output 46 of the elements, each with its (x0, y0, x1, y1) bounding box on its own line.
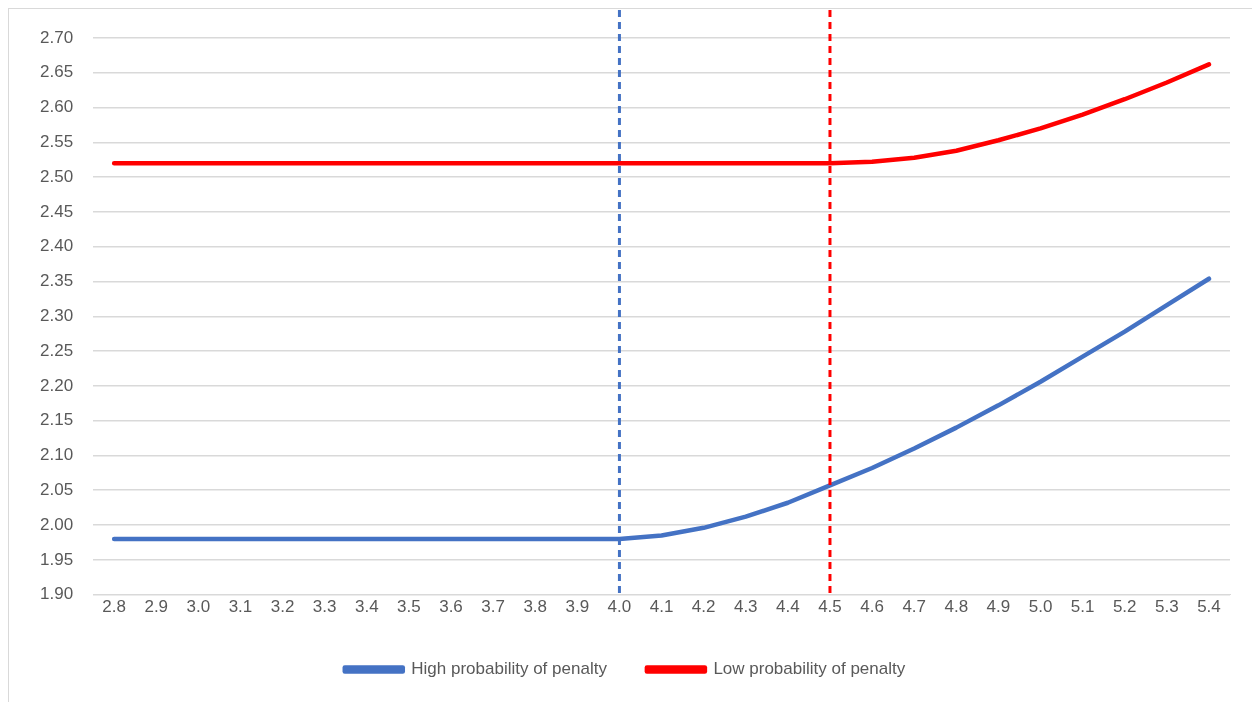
x-tick-label: 2.9 (144, 597, 169, 617)
x-tick-label: 4.9 (986, 597, 1011, 617)
x-tick-label: 2.8 (102, 597, 126, 617)
y-tick-label: 2.40 (39, 236, 74, 256)
x-tick-label: 5.2 (1112, 597, 1137, 617)
x-tick-label: 3.3 (312, 597, 337, 617)
x-tick-label: 4.1 (649, 597, 674, 617)
x-tick-label: 4.5 (818, 597, 842, 617)
x-tick-label: 3.1 (228, 597, 253, 617)
x-tick-label: 5.3 (1155, 597, 1179, 617)
x-tick-label: 3.6 (439, 597, 463, 617)
x-tick-label: 4.3 (733, 597, 758, 617)
x-tick-label: 4.6 (860, 597, 884, 617)
y-tick-label: 2.45 (39, 201, 74, 221)
legend-label: High probability of penalty (411, 659, 608, 679)
y-tick-label: 1.90 (39, 584, 74, 604)
x-tick-label: 3.8 (523, 597, 548, 617)
x-tick-label: 5.1 (1070, 597, 1095, 617)
y-tick-label: 1.95 (39, 549, 74, 569)
x-tick-label: 3.2 (270, 597, 295, 617)
x-tick-label: 3.7 (481, 597, 505, 617)
y-tick-label: 2.00 (39, 514, 74, 534)
y-tick-label: 2.65 (39, 62, 74, 82)
x-tick-label: 5.4 (1197, 597, 1221, 617)
x-tick-label: 3.9 (565, 597, 590, 617)
x-tick-label: 4.2 (691, 597, 716, 617)
y-tick-label: 2.05 (39, 479, 74, 499)
y-tick-label: 2.70 (39, 27, 74, 47)
y-tick-label: 2.20 (39, 375, 74, 395)
x-tick-label: 4.4 (776, 597, 800, 617)
y-tick-label: 2.25 (39, 340, 74, 360)
y-tick-label: 2.35 (39, 271, 74, 291)
y-tick-label: 2.55 (39, 132, 74, 152)
x-tick-label: 3.5 (397, 597, 421, 617)
y-tick-label: 2.10 (39, 445, 74, 465)
y-tick-label: 2.15 (39, 410, 74, 430)
x-tick-label: 4.0 (607, 597, 632, 617)
x-tick-label: 3.0 (186, 597, 211, 617)
y-tick-label: 2.60 (39, 97, 74, 117)
x-tick-label: 3.4 (354, 597, 379, 617)
x-tick-label: 5.0 (1028, 597, 1053, 617)
legend-label: Low probability of penalty (713, 659, 906, 679)
y-tick-label: 2.50 (39, 166, 74, 186)
x-tick-label: 4.7 (902, 597, 927, 617)
x-tick-label: 4.8 (944, 597, 969, 617)
y-tick-label: 2.30 (39, 305, 74, 325)
